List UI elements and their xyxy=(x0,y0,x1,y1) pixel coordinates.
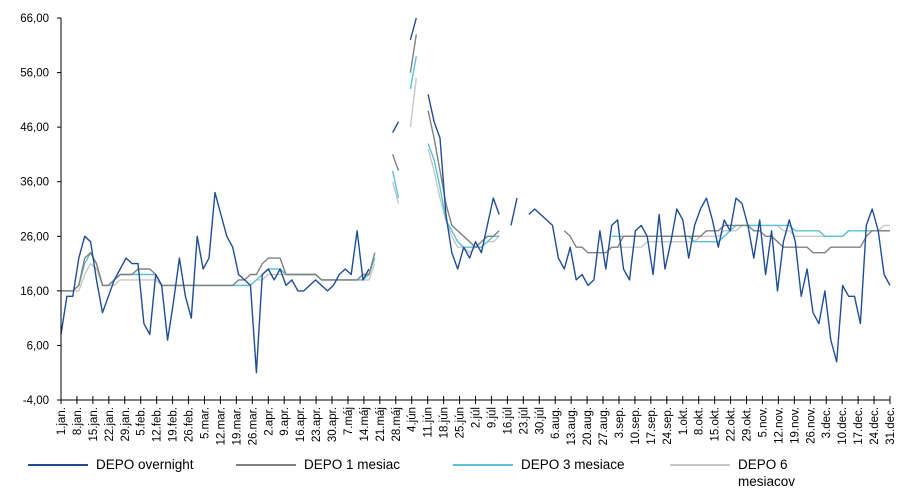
x-tick-label: 19.mar. xyxy=(231,407,243,445)
x-tick-label: 1.jan. xyxy=(56,407,68,435)
legend-swatch-6m xyxy=(670,464,730,466)
legend-label: DEPO 6 mesiacov xyxy=(738,457,796,489)
x-tick-label: 10.sep. xyxy=(630,407,642,445)
y-tick-label: 26,00 xyxy=(20,231,49,243)
legend-item-6m: DEPO 6 mesiacov xyxy=(670,456,808,490)
x-tick-label: 30.júl xyxy=(534,407,546,435)
x-tick-label: 19.feb. xyxy=(168,407,180,442)
x-tick-label: 9.júl xyxy=(486,407,498,428)
x-tick-label: 15.jan. xyxy=(88,407,100,442)
series-line-1m xyxy=(61,34,890,292)
series-line-overnight xyxy=(60,17,891,374)
y-tick-label: -4,00 xyxy=(23,395,49,407)
legend-item-overnight: DEPO overnight xyxy=(28,456,194,473)
x-tick-label: 25.jún xyxy=(455,407,467,438)
x-tick-label: 29.jan. xyxy=(120,407,132,442)
x-tick-label: 13.aug. xyxy=(566,407,578,445)
x-tick-label: 12.mar. xyxy=(215,407,227,445)
x-tick-label: 3.dec. xyxy=(821,407,833,438)
x-tick-label: 17.sep. xyxy=(646,407,658,445)
x-tick-label: 8.okt. xyxy=(694,407,706,435)
x-tick-label: 10.dec. xyxy=(837,407,849,445)
x-tick-label: 3.sep. xyxy=(614,407,626,438)
legend-swatch-1m xyxy=(236,464,296,466)
x-tick-label: 22.okt. xyxy=(726,407,738,442)
x-tick-label: 17.dec. xyxy=(853,407,865,445)
x-tick-label: 2.júl xyxy=(471,407,483,428)
x-tick-label: 18.jún xyxy=(439,407,451,438)
x-tick-label: 26.feb. xyxy=(184,407,196,442)
legend: DEPO overnight DEPO 1 mesiac DEPO 3 mesi… xyxy=(0,448,898,497)
y-axis-labels: 66,00 56,00 46,00 36,00 26,00 16,00 6,00 -4,00 xyxy=(20,13,49,407)
x-tick-label: 5.feb. xyxy=(136,407,148,436)
x-tick-label: 2.apr. xyxy=(263,407,275,436)
y-tick-marks xyxy=(57,17,61,401)
series-line-6m xyxy=(61,77,890,292)
x-tick-label: 8.jan. xyxy=(72,407,84,435)
x-tick-label: 23.apr. xyxy=(311,407,323,442)
x-tick-marks xyxy=(60,396,891,404)
legend-item-1m: DEPO 1 mesiac xyxy=(236,456,400,473)
x-tick-label: 31.dec. xyxy=(885,407,897,445)
line-chart: 66,0056,0046,0036,0026,0016,006,00-4,00 … xyxy=(20,13,897,445)
x-tick-label: 16.apr. xyxy=(295,407,307,442)
legend-item-3m: DEPO 3 mesiace xyxy=(453,456,625,473)
x-tick-label: 14.máj xyxy=(359,407,371,442)
x-tick-label: 29.okt. xyxy=(742,407,754,442)
x-tick-label: 12.nov. xyxy=(773,407,785,444)
x-tick-label: 12.feb. xyxy=(152,407,164,442)
legend-label: DEPO 1 mesiac xyxy=(304,457,401,472)
x-tick-label: 24.dec. xyxy=(869,407,881,445)
x-tick-label: 16.júl xyxy=(502,407,514,435)
x-tick-label: 23.júl xyxy=(518,407,530,435)
x-tick-label: 20.aug. xyxy=(582,407,594,445)
x-tick-label: 21.máj xyxy=(375,407,387,442)
x-tick-label: 24.sep. xyxy=(662,407,674,445)
x-tick-label: 1.okt. xyxy=(678,407,690,435)
series-line-3m xyxy=(61,56,890,292)
x-tick-label: 27.aug. xyxy=(598,407,610,445)
y-tick-label: 6,00 xyxy=(27,340,49,352)
x-tick-label: 28.máj xyxy=(391,407,403,442)
x-axis-labels: 1.jan. 8.jan. 15.jan. 22.jan. 29.jan. 5.feb. 1… xyxy=(56,407,897,445)
x-tick-label: 5.mar. xyxy=(199,407,211,439)
y-tick-label: 66,00 xyxy=(20,13,49,25)
x-tick-label: 22.jan. xyxy=(104,407,116,442)
x-tick-label: 4.jún xyxy=(407,407,419,432)
x-tick-label: 26.mar. xyxy=(247,407,259,445)
x-tick-label: 9.apr. xyxy=(279,407,291,436)
y-tick-label: 16,00 xyxy=(20,286,49,298)
series-lines xyxy=(60,17,891,374)
y-tick-label: 36,00 xyxy=(20,177,49,189)
legend-swatch-overnight xyxy=(28,464,88,466)
legend-label: DEPO 3 mesiace xyxy=(521,457,625,472)
x-tick-label: 11.jún xyxy=(423,407,435,437)
x-tick-label: 26.nov. xyxy=(805,407,817,444)
x-tick-label: 6.aug. xyxy=(550,407,562,439)
legend-swatch-3m xyxy=(453,464,513,466)
x-tick-label: 15.okt. xyxy=(710,407,722,442)
x-tick-label: 7.máj xyxy=(343,407,355,435)
legend-label: DEPO overnight xyxy=(96,457,194,472)
y-tick-label: 56,00 xyxy=(20,68,49,80)
y-tick-label: 46,00 xyxy=(20,122,49,134)
x-tick-label: 5.nov. xyxy=(757,407,769,437)
x-tick-label: 19.nov. xyxy=(789,407,801,444)
x-tick-label: 30.apr. xyxy=(327,407,339,442)
